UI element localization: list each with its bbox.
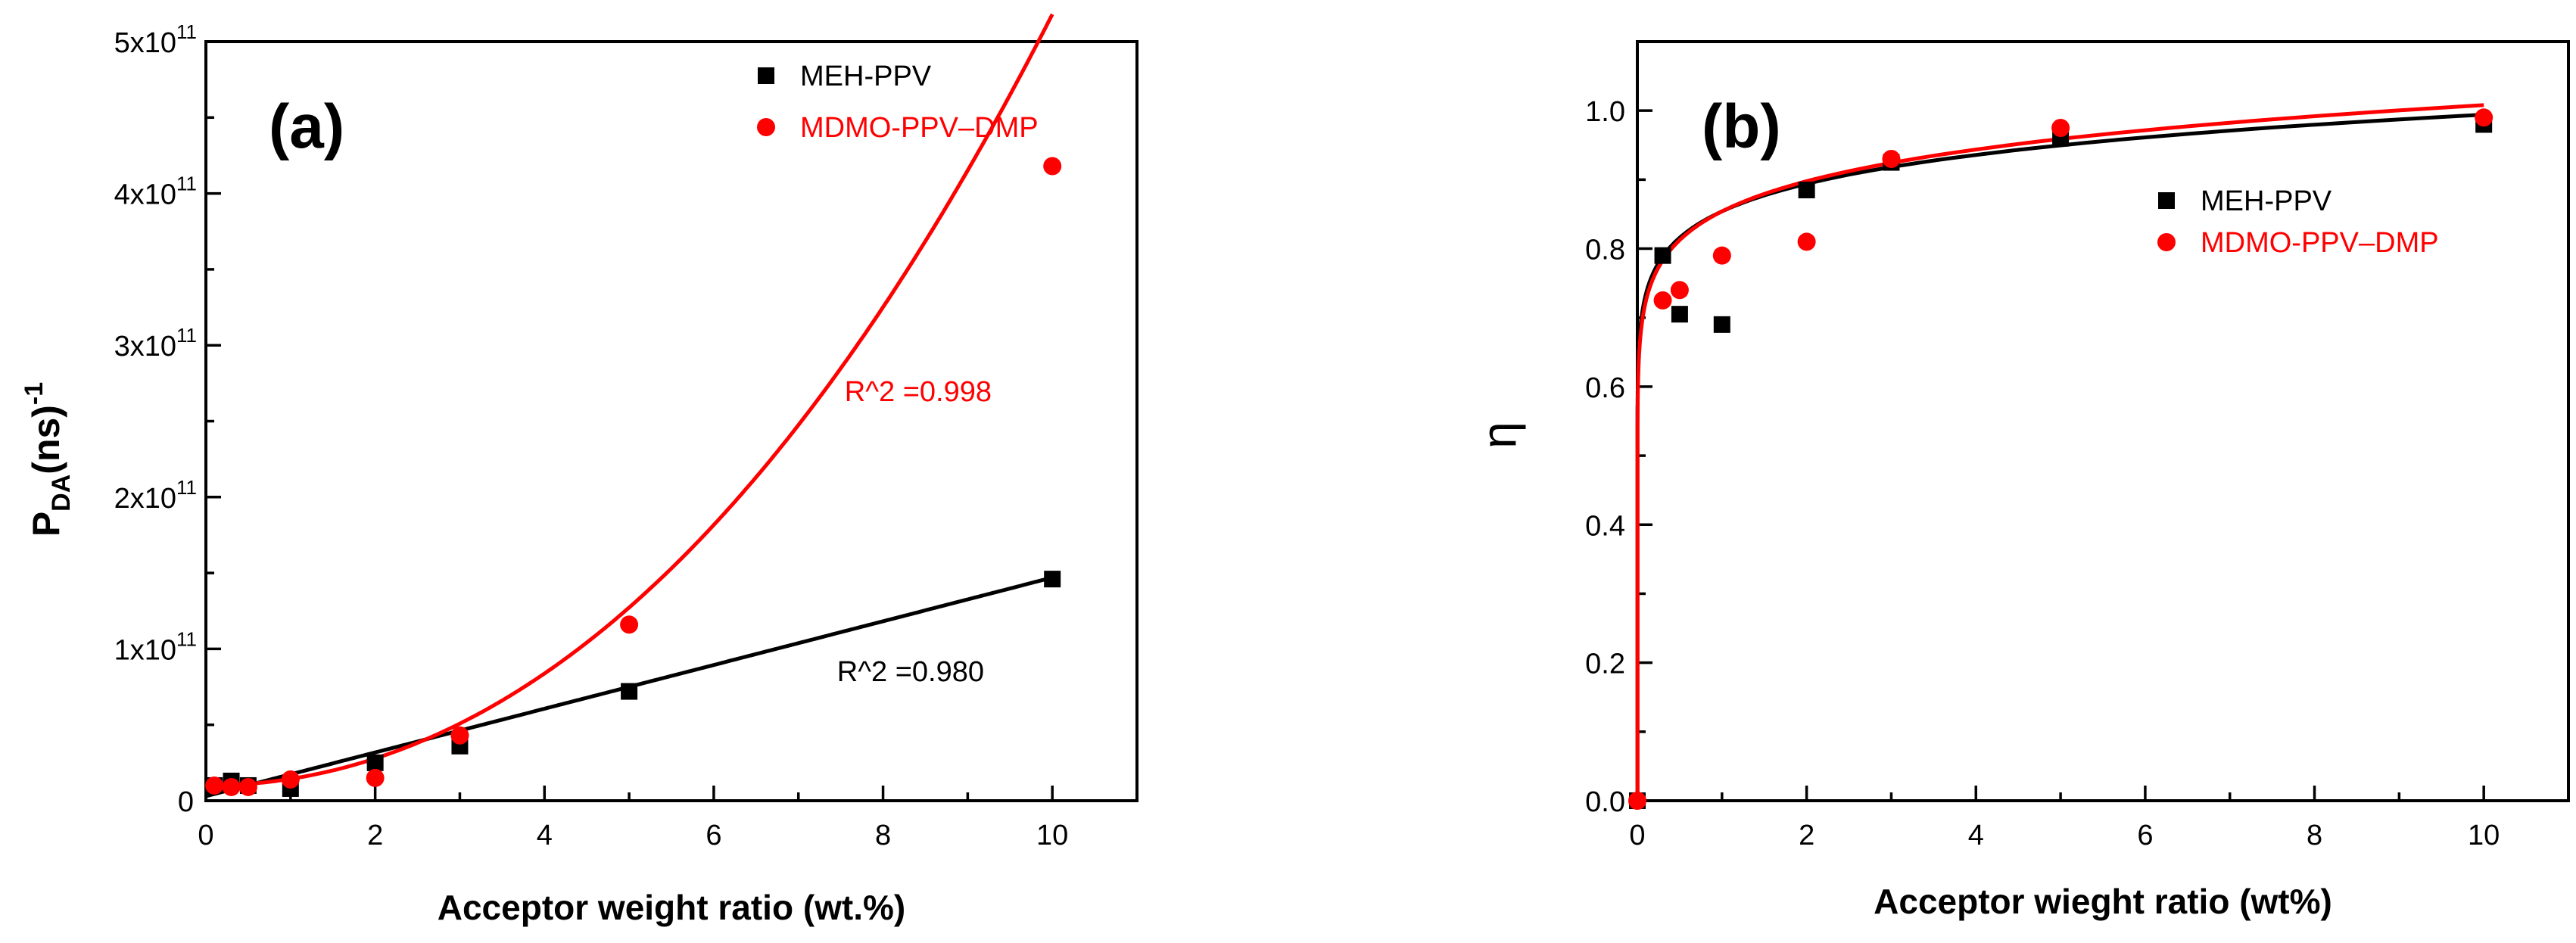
- data-point: [1044, 571, 1061, 588]
- y-tick-label: 0.4: [1585, 510, 1625, 542]
- data-point: [620, 615, 639, 634]
- y-tick-label: 0.8: [1585, 235, 1625, 266]
- x-tick-label: 6: [706, 820, 721, 851]
- fit-line: [1635, 103, 2484, 801]
- data-point: [1628, 792, 1646, 810]
- x-tick-label: 4: [1968, 820, 1984, 851]
- fit-line: [1635, 113, 2484, 801]
- data-point: [222, 777, 241, 796]
- data-point: [1712, 246, 1731, 265]
- panel-label-a: (a): [269, 92, 344, 161]
- legend-marker: [2157, 233, 2176, 251]
- x-tick-label: 8: [875, 820, 891, 851]
- data-point: [450, 726, 469, 745]
- y-tick-label: 0.2: [1585, 649, 1625, 680]
- y-tick-label: 1x1011: [114, 627, 197, 666]
- data-point: [366, 754, 384, 771]
- data-point: [205, 776, 224, 795]
- legend-label: MEH-PPV: [2201, 185, 2332, 217]
- data-point: [366, 768, 385, 787]
- y-tick-label: 5x1011: [114, 20, 197, 59]
- x-tick-label: 4: [537, 820, 553, 851]
- r2-annotation: R^2 =0.998: [845, 376, 992, 408]
- data-point: [2051, 118, 2070, 137]
- data-point: [1797, 232, 1816, 251]
- legend-label: MDMO-PPV–DMP: [2201, 227, 2439, 259]
- data-point: [1670, 281, 1689, 300]
- fit-line: [206, 13, 1054, 788]
- svg-text:PDA(ns)-1: PDA(ns)-1: [20, 382, 76, 537]
- y-axis-label-sub-a: DA: [47, 475, 76, 512]
- x-tick-label: 0: [198, 820, 213, 851]
- chart-panel-a: (a) Acceptor weight ratio (wt.%) PDA(ns)…: [20, 13, 1138, 927]
- data-point: [281, 770, 300, 789]
- data-point: [621, 683, 638, 700]
- data-point: [1654, 247, 1671, 264]
- y-tick-label: 0: [178, 786, 194, 818]
- legend-marker: [2158, 192, 2175, 209]
- x-tick-label: 10: [1036, 820, 1068, 851]
- y-tick-label: 0.0: [1585, 786, 1625, 818]
- chart-panel-b: (b) Acceptor wieght ratio (wt%) η 0 2 4 6 8 1…: [1472, 40, 2570, 921]
- y-tick-label: 1.0: [1585, 96, 1625, 128]
- x-tick-label: 10: [2468, 820, 2500, 851]
- x-tick-label: 2: [367, 820, 383, 851]
- y-tick-label: 0.6: [1585, 372, 1625, 404]
- y-axis-label-sup-a: -1: [20, 382, 48, 405]
- x-tick-label: 2: [1799, 820, 1814, 851]
- x-axis-label-b: Acceptor wieght ratio (wt%): [1874, 882, 2332, 921]
- legend-marker: [758, 67, 774, 84]
- y-axis-label-a: PDA(ns)-1: [20, 382, 76, 537]
- plot-frame-a: [204, 40, 1138, 802]
- y-tick-label: 2x1011: [114, 476, 197, 515]
- legend-label: MEH-PPV: [800, 61, 932, 92]
- data-point: [2475, 108, 2493, 127]
- y-axis-label-b: η: [1472, 422, 1526, 449]
- data-point: [1882, 150, 1901, 169]
- x-axis-label-a: Acceptor weight ratio (wt.%): [438, 888, 905, 927]
- legend-marker: [757, 118, 775, 136]
- y-axis-label-rest-a: (ns): [25, 405, 67, 475]
- data-point: [1043, 157, 1062, 176]
- x-tick-label: 6: [2137, 820, 2153, 851]
- data-point: [1798, 182, 1815, 199]
- x-tick-label: 8: [2307, 820, 2322, 851]
- x-tick-label: 0: [1629, 820, 1645, 851]
- data-point: [1653, 291, 1672, 310]
- data-point: [1671, 306, 1688, 323]
- r2-annotation: R^2 =0.980: [837, 656, 984, 688]
- legend-label: MDMO-PPV–DMP: [800, 112, 1039, 144]
- data-point: [238, 777, 257, 796]
- data-point: [1713, 316, 1730, 333]
- y-tick-label: 4x1011: [114, 173, 197, 211]
- panel-label-b: (b): [1702, 92, 1781, 161]
- y-tick-label: 3x1011: [114, 324, 197, 363]
- y-axis-label-main-a: P: [25, 512, 67, 537]
